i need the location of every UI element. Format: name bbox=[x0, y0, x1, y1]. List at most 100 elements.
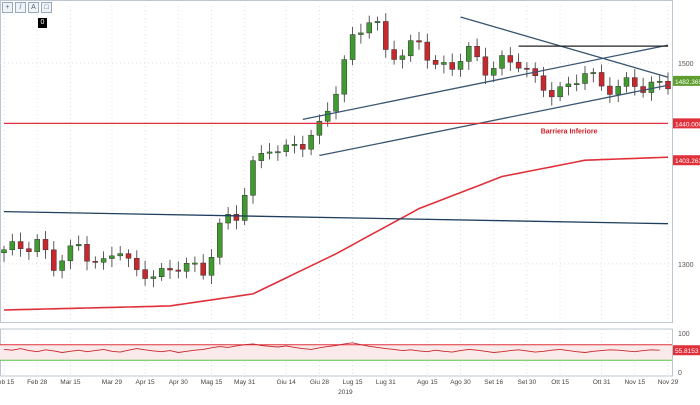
x-tick-label: May 31 bbox=[234, 379, 256, 386]
candle-body bbox=[615, 86, 621, 95]
trendline bbox=[460, 16, 669, 78]
oscillator-band bbox=[0, 344, 672, 361]
candle-body bbox=[59, 260, 65, 271]
candle-body bbox=[92, 260, 99, 263]
candle-body bbox=[573, 83, 580, 85]
x-tick-label: Nov 29 bbox=[658, 379, 679, 386]
oscillator-value-box bbox=[673, 345, 700, 356]
counter-badge: 0 bbox=[38, 18, 47, 28]
x-tick-label: Giu 28 bbox=[310, 379, 330, 386]
text-icon[interactable]: A bbox=[28, 2, 39, 13]
candle-body bbox=[233, 214, 240, 221]
zoom-icon[interactable]: □ bbox=[41, 2, 52, 13]
candle-body bbox=[17, 241, 24, 249]
annotation-label: Barriera Inferiore bbox=[541, 128, 598, 135]
x-tick-label: Ago 15 bbox=[417, 379, 438, 386]
candle-body bbox=[557, 86, 563, 98]
x-tick-label: Apr 30 bbox=[169, 379, 189, 386]
candle-body bbox=[656, 81, 663, 83]
candle-body bbox=[341, 59, 348, 95]
candle-body bbox=[217, 222, 223, 258]
oscillator-tick-label: 0 bbox=[678, 370, 682, 377]
candle-body bbox=[499, 55, 505, 69]
main-panel-frame bbox=[0, 0, 673, 323]
candle-body bbox=[275, 151, 281, 154]
candle-body bbox=[75, 244, 82, 247]
candle-body bbox=[399, 55, 406, 60]
candle-body bbox=[582, 73, 588, 84]
candle-body bbox=[150, 276, 157, 279]
x-tick-label: Apr 15 bbox=[136, 379, 156, 386]
x-tick-label: Ott 31 bbox=[593, 379, 611, 386]
candle-body bbox=[225, 214, 231, 224]
candle-body bbox=[424, 41, 431, 61]
candle-body bbox=[42, 239, 49, 251]
candle-body bbox=[208, 257, 215, 276]
candle-body bbox=[117, 253, 123, 257]
trendline bbox=[302, 44, 669, 120]
candle-body bbox=[665, 81, 671, 90]
year-label: 2019 bbox=[338, 389, 353, 396]
candle-body bbox=[333, 93, 339, 112]
x-tick-label: Feb 15 bbox=[0, 379, 14, 386]
candle-body bbox=[192, 262, 198, 265]
candle-body bbox=[565, 83, 572, 87]
price-label-text: 1482.3653 bbox=[675, 79, 700, 86]
candle-body bbox=[540, 75, 547, 91]
x-tick-label: Mag 15 bbox=[201, 379, 223, 386]
draw-icon[interactable]: / bbox=[15, 2, 26, 13]
candle-body bbox=[291, 144, 298, 146]
price-label-box bbox=[673, 155, 700, 166]
candle-body bbox=[466, 46, 472, 62]
candle-body bbox=[84, 244, 90, 262]
candle-body bbox=[316, 120, 323, 136]
candle-body bbox=[590, 72, 597, 74]
candle-body bbox=[374, 21, 381, 23]
candle-body bbox=[383, 21, 389, 50]
x-tick-label: Ott 15 bbox=[551, 379, 569, 386]
candle-body bbox=[142, 269, 148, 279]
x-tick-label: Set 16 bbox=[484, 379, 503, 386]
candle-body bbox=[549, 90, 555, 98]
candle-body bbox=[266, 151, 273, 154]
candle-body bbox=[449, 62, 455, 70]
candle-body bbox=[250, 160, 256, 196]
candle-body bbox=[490, 68, 497, 76]
x-tick-label: Mar 15 bbox=[60, 379, 81, 386]
x-tick-label: Ago 30 bbox=[450, 379, 471, 386]
candle-body bbox=[507, 55, 514, 63]
x-tick-label: Set 30 bbox=[518, 379, 537, 386]
candle-body bbox=[407, 40, 414, 57]
candle-body bbox=[349, 34, 356, 60]
candle-body bbox=[308, 134, 314, 150]
price-label-text: 1440.0000 bbox=[675, 121, 700, 128]
chart-toolbar: + / A □ bbox=[2, 2, 52, 13]
candle-body bbox=[623, 77, 630, 87]
candle-body bbox=[648, 81, 655, 93]
candle-body bbox=[441, 62, 447, 65]
candle-body bbox=[134, 258, 140, 270]
x-tick-label: Lug 15 bbox=[343, 379, 363, 386]
candle-body bbox=[632, 77, 638, 87]
candle-body bbox=[598, 72, 605, 87]
price-label-text: 1403.2638 bbox=[675, 158, 700, 165]
price-label-box bbox=[673, 118, 700, 129]
oscillator-value-text: 55.8153 bbox=[675, 348, 699, 355]
candle-body bbox=[391, 49, 397, 60]
x-tick-label: Mar 29 bbox=[102, 379, 123, 386]
candle-body bbox=[175, 269, 182, 272]
trendline bbox=[3, 211, 669, 225]
crosshair-icon[interactable]: + bbox=[2, 2, 13, 13]
candle-body bbox=[258, 153, 265, 161]
candle-body bbox=[109, 255, 115, 259]
candle-body bbox=[607, 85, 613, 95]
candle-body bbox=[482, 56, 489, 76]
x-tick-label: Giu 14 bbox=[277, 379, 297, 386]
candle-body bbox=[416, 40, 422, 43]
y-tick-label: 1500 bbox=[678, 61, 694, 68]
candle-body bbox=[183, 263, 190, 272]
candle-body bbox=[9, 241, 16, 251]
